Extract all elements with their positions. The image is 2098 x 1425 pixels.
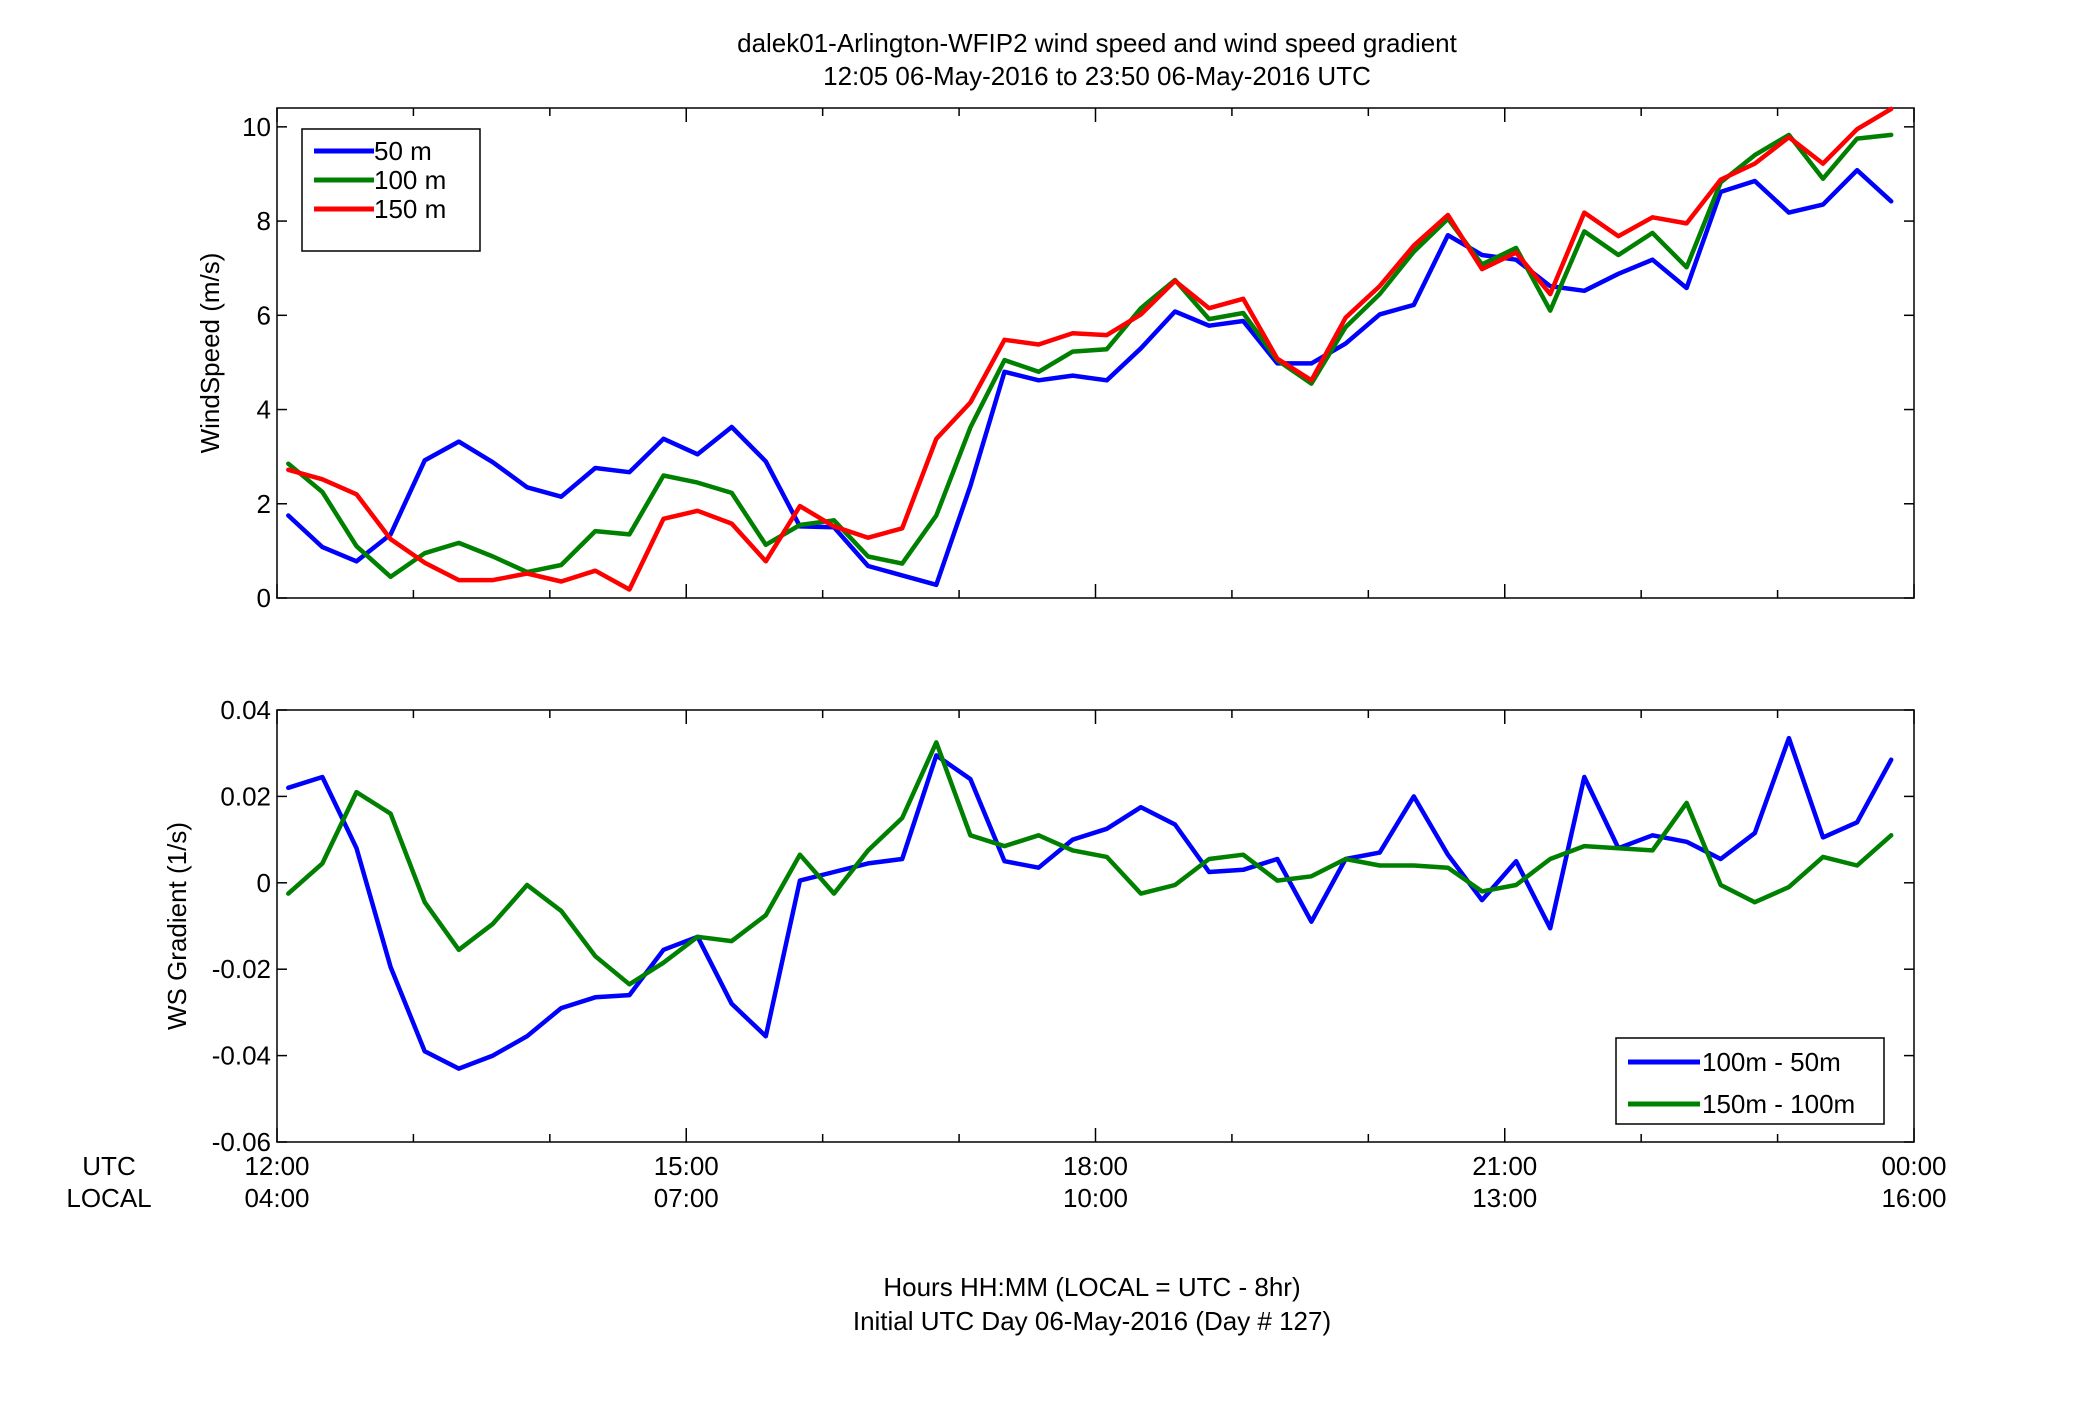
gradient-y-tick-label: -0.04: [212, 1041, 271, 1071]
gradient-y-axis-label: WS Gradient (1/s): [162, 822, 192, 1030]
x-axis-label-line1: Hours HH:MM (LOCAL = UTC - 8hr): [883, 1272, 1300, 1302]
gradient-y-tick-label: 0: [257, 868, 271, 898]
gradient-y-tick-label: 0.02: [220, 781, 271, 811]
windspeed-series-line-1: [286, 167, 1894, 588]
x-tick-label-utc: 18:00: [1063, 1151, 1128, 1181]
gradient-legend-label: 150m - 100m: [1702, 1089, 1855, 1119]
windspeed-legend-label: 150 m: [374, 194, 446, 224]
gradient-y-tick-label: -0.02: [212, 954, 271, 984]
gradient-legend-label: 100m - 50m: [1702, 1047, 1841, 1077]
windspeed-legend-label: 100 m: [374, 165, 446, 195]
gradient-series-line-2: [286, 740, 1894, 987]
gradient-legend: 100m - 50m 150m - 100m: [1615, 1037, 1885, 1125]
chart-title-line1: dalek01-Arlington-WFIP2 wind speed and w…: [737, 28, 1458, 58]
windspeed-y-tick-label: 6: [257, 300, 271, 330]
gradient-series-line-1: [286, 735, 1894, 1071]
utc-row-label: UTC: [82, 1151, 135, 1181]
windspeed-series-line-3: [286, 106, 1894, 592]
chart-title-line2: 12:05 06-May-2016 to 23:50 06-May-2016 U…: [823, 61, 1371, 91]
windspeed-y-axis-label: WindSpeed (m/s): [195, 253, 225, 454]
x-tick-label-local: 04:00: [244, 1183, 309, 1213]
windspeed-legend-label: 50 m: [374, 136, 432, 166]
gradient-y-tick-label: -0.06: [212, 1127, 271, 1157]
windspeed-y-tick-label: 8: [257, 206, 271, 236]
x-axis-label-line2: Initial UTC Day 06-May-2016 (Day # 127): [853, 1306, 1331, 1336]
windspeed-plot-area: [276, 107, 1915, 599]
x-tick-label-local: 10:00: [1063, 1183, 1128, 1213]
x-tick-label-utc: 21:00: [1472, 1151, 1537, 1181]
windspeed-x-ticks: [276, 108, 1915, 598]
windspeed-y-tick-label: 4: [257, 395, 271, 425]
windspeed-y-tick-label: 10: [242, 112, 271, 142]
gradient-series: [286, 735, 1894, 1071]
gradient-x-ticks: [276, 710, 1915, 1142]
windspeed-y-ticks: 0 2 4 6 8 10: [242, 112, 1914, 613]
gradient-panel: -0.06 -0.04 -0.02 0 0.02 0.04 WS Gradient (1/…: [162, 695, 1915, 1157]
gradient-y-ticks: -0.06 -0.04 -0.02 0 0.02 0.04: [212, 695, 1914, 1157]
x-tick-label-utc: 00:00: [1881, 1151, 1946, 1181]
windspeed-series-line-2: [286, 132, 1894, 580]
windspeed-series: [286, 106, 1894, 592]
gradient-y-tick-label: 0.04: [220, 695, 271, 725]
windspeed-y-tick-label: 0: [257, 583, 271, 613]
x-tick-label-local: 07:00: [654, 1183, 719, 1213]
x-tick-label-local: 16:00: [1881, 1183, 1946, 1213]
gradient-legend-box: [1615, 1037, 1885, 1125]
windspeed-y-tick-label: 2: [257, 489, 271, 519]
x-tick-label-utc: 15:00: [654, 1151, 719, 1181]
x-tick-label-utc: 12:00: [244, 1151, 309, 1181]
local-row-label: LOCAL: [66, 1183, 151, 1213]
x-tick-label-local: 13:00: [1472, 1183, 1537, 1213]
